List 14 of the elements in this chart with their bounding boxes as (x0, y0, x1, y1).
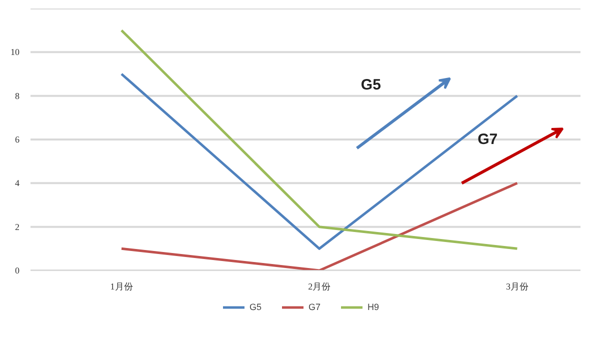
annotation: G7 (478, 131, 498, 148)
y-tick-label: 2 (15, 222, 20, 232)
x-tick-label: 3月份 (506, 282, 528, 292)
annotation: G5 (360, 76, 381, 94)
y-tick-label: 0 (15, 266, 20, 276)
y-tick-label: 6 (15, 134, 20, 144)
legend-label: H9 (368, 302, 380, 312)
x-tick-label: 1月份 (110, 282, 133, 292)
legend-label: G7 (308, 302, 322, 312)
y-tick-label: 10 (10, 47, 20, 58)
legend-label: G5 (250, 302, 263, 312)
x-tick-label: 2月份 (308, 282, 331, 292)
y-tick-label: 4 (15, 178, 20, 188)
y-tick-label: 8 (15, 90, 20, 101)
